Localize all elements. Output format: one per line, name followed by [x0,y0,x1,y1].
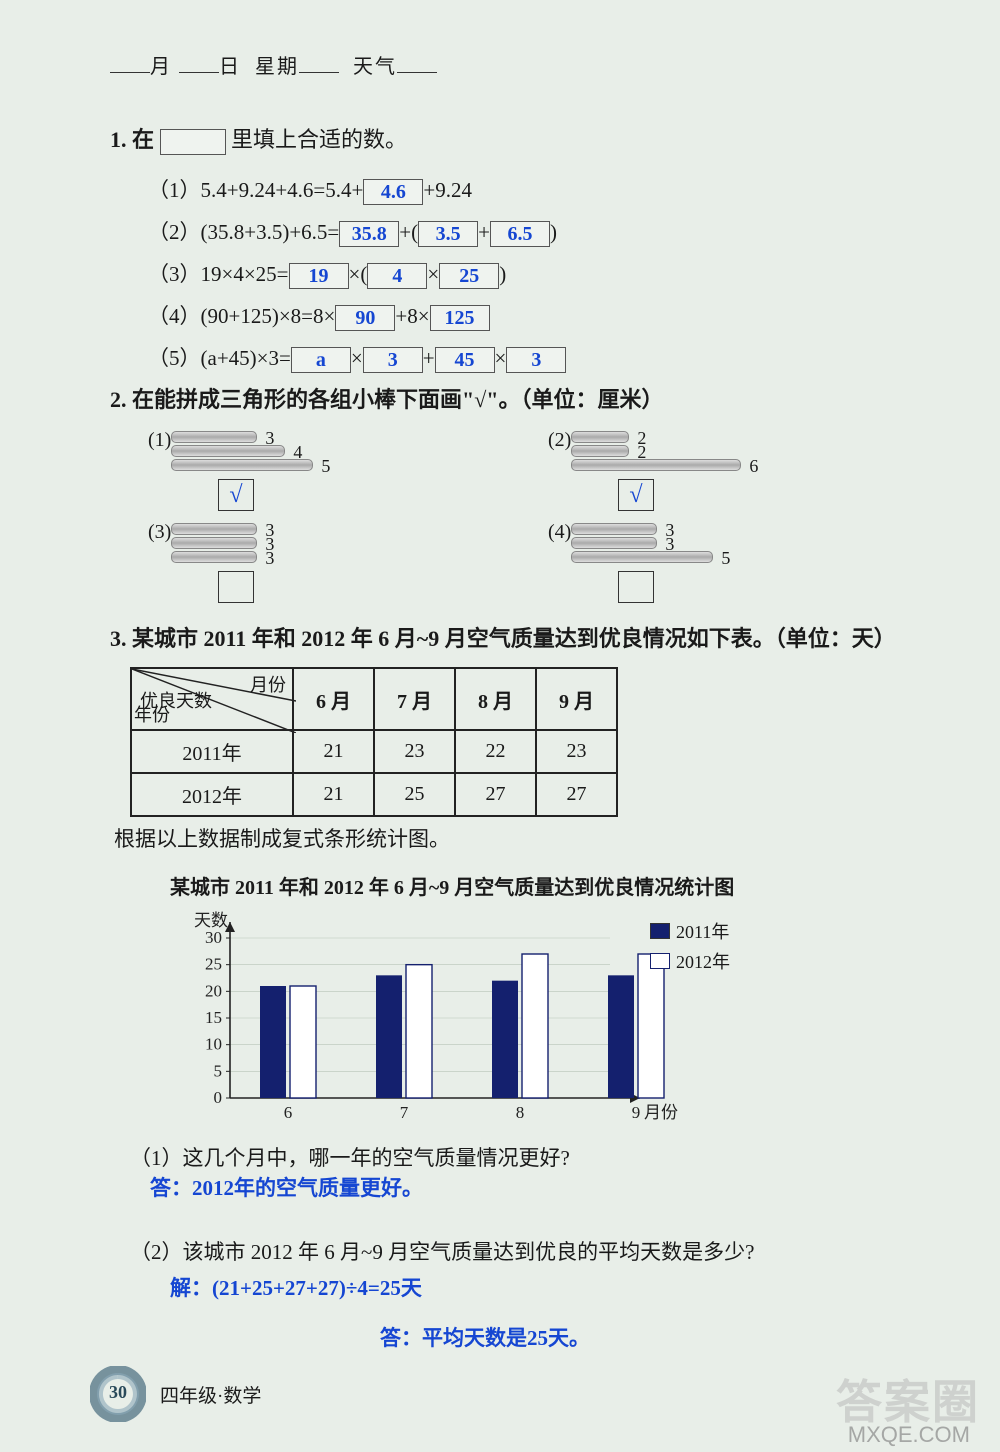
sticks-group: (4)335 [548,521,868,608]
table-corner: 月份 优良天数 年份 [131,668,293,730]
q1-5-d: 3 [506,347,566,373]
triangle-checkbox: √ [618,479,654,511]
q1-5-c: 45 [435,347,495,373]
th-m8: 8 月 [455,668,536,730]
q1-title-box [160,129,226,155]
date-header: 月 日 星期 天气 [110,50,920,79]
question-2: 2. 在能拼成三角形的各组小棒下面画"√"。（单位：厘米） [110,379,920,421]
svg-text:月份: 月份 [644,1103,678,1122]
q1-4-b: 125 [430,305,490,331]
question-1: 1. 在 里填上合适的数。 [110,119,920,161]
q3-sub2-a1: 解：(21+25+27+27)÷4=25天 [170,1272,920,1302]
svg-text:15: 15 [205,1008,222,1027]
q1-3-c: 25 [439,263,499,289]
svg-text:9: 9 [632,1103,641,1122]
sticks-group: (3)333 [148,521,468,608]
th-m7: 7 月 [374,668,455,730]
watermark-small: MXQE.COM [848,1422,970,1448]
legend: 2011年 2012年 [650,918,730,978]
q1-2-a: 35.8 [339,221,399,247]
q1-3-b: 4 [367,263,427,289]
page-number-badge: 30 [90,1366,146,1422]
page-footer: 30 四年级·数学 [90,1366,261,1422]
svg-text:25: 25 [205,955,222,974]
q3-sub2-a2: 答：平均天数是25天。 [380,1322,920,1352]
question-3: 3. 某城市 2011 年和 2012 年 6 月~9 月空气质量达到优良情况如… [110,618,920,660]
svg-text:30: 30 [205,928,222,947]
q1-title-pre: 1. 在 [110,127,154,152]
triangle-checkbox [218,571,254,603]
data-table: 月份 优良天数 年份 6 月 7 月 8 月 9 月 2011年 21 23 2… [130,667,618,817]
th-m6: 6 月 [293,668,374,730]
q3-note: 根据以上数据制成复式条形统计图。 [114,823,920,853]
table-row: 2012年 21 25 27 27 [131,773,617,816]
svg-text:0: 0 [214,1088,223,1107]
chart-title: 某城市 2011 年和 2012 年 6 月~9 月空气质量达到优良情况统计图 [170,871,920,900]
q1-4-a: 90 [335,305,395,331]
q1-title-post: 里填上合适的数。 [231,127,407,152]
q1-2-c: 6.5 [490,221,550,247]
q1-2-b: 3.5 [418,221,478,247]
svg-text:6: 6 [284,1103,293,1122]
q3-sub1-ans: 答：2012年的空气质量更好。 [150,1172,920,1202]
subject-label: 四年级·数学 [160,1381,261,1408]
q3-sub2-q: （2）该城市 2012 年 6 月~9 月空气质量达到优良的平均天数是多少? [130,1236,920,1266]
svg-text:10: 10 [205,1035,222,1054]
triangle-checkbox: √ [218,479,254,511]
q1-3-a: 19 [289,263,349,289]
sticks-group: (2)226√ [548,429,868,511]
triangle-checkbox [618,571,654,603]
q1-1-ans: 4.6 [363,179,423,205]
q3-sub1-q: （1）这几个月中，哪一年的空气质量情况更好? [130,1142,920,1172]
table-row: 2011年 21 23 22 23 [131,730,617,773]
th-m9: 9 月 [536,668,617,730]
q1-5-a: a [291,347,351,373]
bar-chart: 天数0510152025306789月份 2011年 2012年 [170,908,870,1128]
svg-text:7: 7 [400,1103,409,1122]
q1-5-b: 3 [363,347,423,373]
q1-lines: （1）5.4+9.24+4.6=5.4+4.6+9.24 （2）(35.8+3.… [148,169,920,379]
sticks-container: (1)345√ (2)226√ (3)333 (4)335 [110,429,920,608]
sticks-group: (1)345√ [148,429,468,511]
svg-text:5: 5 [214,1062,223,1081]
svg-text:20: 20 [205,982,222,1001]
svg-text:8: 8 [516,1103,525,1122]
